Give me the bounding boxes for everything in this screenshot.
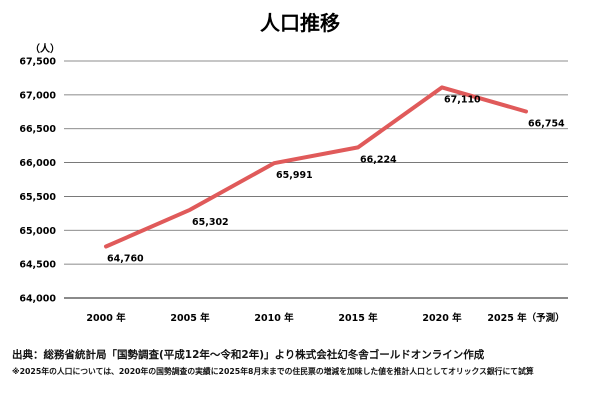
series-line — [104, 85, 528, 249]
source-note: 出典：総務省統計局「国勢調査(平成12年～令和2年)」より株式会社幻冬舎ゴールド… — [12, 349, 485, 361]
y-tick-label: 64,000 — [19, 294, 56, 305]
x-tick-label: 2010 年 — [254, 312, 294, 324]
data-label: 65,991 — [276, 170, 313, 181]
y-tick-label: 66,500 — [19, 124, 56, 135]
y-tick-label: 66,000 — [19, 158, 56, 169]
y-tick-label: 67,000 — [19, 90, 56, 101]
y-tick-label: 65,500 — [19, 192, 56, 203]
y-axis-unit-label: （人） — [30, 42, 60, 55]
data-label: 66,754 — [528, 119, 565, 130]
y-tick-label: 64,500 — [19, 260, 56, 271]
population-line — [104, 85, 528, 249]
x-axis-ticks: 2000 年 2005 年 2010 年 2015 年 2020 年 2025 年（予測） — [86, 312, 564, 324]
x-tick-label: 2015 年 — [338, 312, 378, 324]
data-label: 66,224 — [360, 154, 397, 165]
y-tick-label: 67,500 — [19, 57, 56, 68]
x-tick-label: 2020 年 — [422, 312, 462, 324]
y-tick-label: 65,000 — [19, 226, 56, 237]
data-label: 65,302 — [192, 217, 229, 228]
chart-title: 人口推移 — [260, 11, 340, 35]
x-tick-label: 2000 年 — [86, 312, 126, 324]
data-label: 67,110 — [444, 94, 481, 105]
estimate-note: ※2025年の人口については、2020年の国勢調査の実績に2025年8月末までの… — [12, 367, 534, 376]
x-tick-label: 2005 年 — [170, 312, 210, 324]
data-label: 64,760 — [107, 254, 144, 265]
data-labels: 64,760 65,302 65,991 66,224 67,110 66,754 — [107, 94, 565, 264]
x-tick-label: 2025 年（予測） — [487, 312, 564, 324]
y-axis-ticks: 64,000 64,500 65,000 65,500 66,000 66,500 67,0… — [19, 57, 56, 305]
